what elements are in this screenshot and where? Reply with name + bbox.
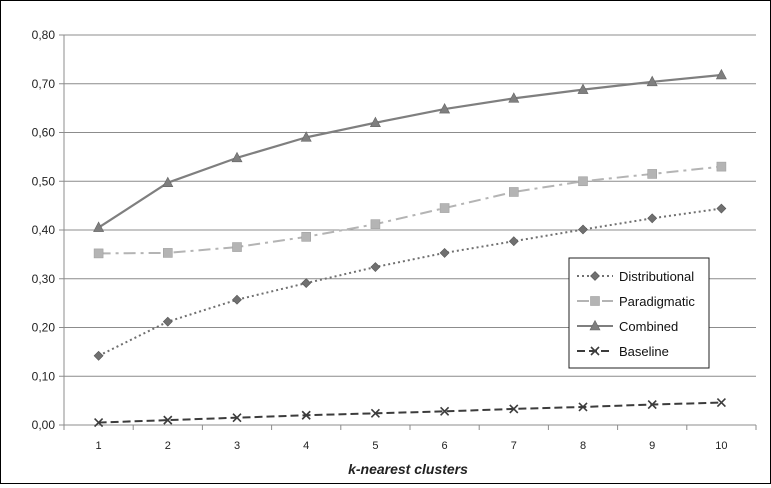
- legend: Distributional Paradigmatic Combined Baseli…: [568, 257, 710, 369]
- data-point-combined: [162, 176, 174, 188]
- marker-stroke: [590, 346, 600, 356]
- data-point-distributional: [716, 203, 727, 214]
- series-group: [93, 68, 727, 428]
- x-tick-label: 4: [303, 440, 309, 452]
- series-line-combined: [98, 73, 722, 229]
- marker-stroke: [578, 402, 588, 412]
- series-distributional: [93, 203, 727, 361]
- data-point-paradigmatic: [716, 161, 727, 172]
- marker-stroke: [647, 399, 657, 410]
- x-tick-label: 10: [715, 440, 727, 452]
- data-point-baseline: [578, 402, 588, 412]
- legend-label-combined: Combined: [619, 319, 678, 334]
- data-point-combined: [646, 75, 658, 87]
- data-point-baseline: [647, 399, 657, 410]
- x-tick-label: 7: [511, 440, 517, 452]
- legend-marker-combined: [589, 319, 601, 331]
- data-point-baseline: [509, 404, 519, 414]
- data-point-paradigmatic: [647, 169, 658, 179]
- data-point-baseline: [301, 410, 311, 420]
- series-line-baseline: [98, 401, 722, 424]
- data-point-paradigmatic: [163, 248, 173, 258]
- y-tick-label: 0,40: [32, 223, 56, 237]
- data-point-distributional: [370, 262, 381, 272]
- data-point-baseline: [370, 408, 380, 418]
- legend-marker-paradigmatic: [590, 296, 600, 306]
- data-point-paradigmatic: [508, 187, 519, 197]
- x-tick-label: 8: [580, 440, 586, 452]
- data-point-paradigmatic: [93, 248, 104, 259]
- x-tick-label: 5: [372, 440, 378, 452]
- x-tick-label: 2: [165, 440, 171, 452]
- x-axis: 1 2 3 4 5 6 7 8 9 10: [63, 424, 757, 452]
- x-tick-label: 3: [234, 440, 240, 452]
- marker-stroke: [163, 415, 173, 425]
- data-point-paradigmatic: [578, 176, 588, 187]
- data-point-distributional: [162, 316, 173, 327]
- data-point-combined: [715, 68, 727, 80]
- series-combined: [93, 68, 727, 232]
- gridlines: [64, 34, 756, 377]
- legend-label-distributional: Distributional: [619, 269, 694, 284]
- data-point-distributional: [508, 236, 519, 247]
- marker-stroke: [232, 413, 242, 423]
- data-point-distributional: [301, 278, 312, 289]
- marker-stroke: [509, 404, 519, 414]
- data-point-combined: [93, 221, 105, 232]
- x-tick-label: 9: [649, 440, 655, 452]
- data-point-distributional: [232, 294, 242, 305]
- y-tick-label: 0,20: [32, 321, 56, 335]
- marker-stroke: [301, 410, 311, 420]
- data-point-distributional: [578, 224, 588, 235]
- legend-label-paradigmatic: Paradigmatic: [619, 294, 695, 309]
- legend-item-paradigmatic: Paradigmatic: [577, 294, 695, 309]
- x-tick-label: 6: [442, 440, 448, 452]
- y-tick-label: 0,10: [32, 369, 56, 383]
- series-line-paradigmatic: [98, 165, 722, 255]
- data-point-combined: [577, 83, 589, 94]
- data-point-combined: [300, 131, 312, 142]
- legend-item-baseline: Baseline: [577, 344, 669, 359]
- data-point-baseline: [232, 413, 242, 423]
- data-point-paradigmatic: [370, 219, 381, 229]
- marker-stroke: [94, 417, 104, 428]
- data-point-combined: [369, 116, 381, 128]
- data-point-paradigmatic: [439, 203, 450, 213]
- legend-item-distributional: Distributional: [577, 269, 694, 284]
- y-axis: 0,00 0,10 0,20 0,30 0,40 0,50 0,60 0,70 0,80: [32, 28, 65, 432]
- y-tick-label: 0,80: [32, 28, 56, 42]
- legend-marker-distributional: [590, 271, 600, 281]
- data-point-combined: [231, 151, 243, 163]
- data-point-baseline: [163, 415, 173, 425]
- data-point-paradigmatic: [232, 242, 242, 252]
- y-tick-label: 0,70: [32, 77, 56, 91]
- y-tick-label: 0,30: [32, 272, 56, 286]
- marker-stroke: [370, 408, 380, 418]
- y-tick-label: 0,50: [32, 174, 56, 188]
- data-point-combined: [439, 102, 451, 114]
- data-point-distributional: [93, 350, 104, 361]
- marker-stroke: [440, 406, 450, 416]
- data-point-distributional: [439, 247, 450, 258]
- series-baseline: [94, 398, 726, 428]
- data-point-baseline: [440, 406, 450, 416]
- data-point-baseline: [716, 398, 726, 408]
- legend-marker-baseline: [590, 346, 600, 356]
- data-point-distributional: [647, 213, 658, 224]
- data-point-baseline: [94, 417, 104, 428]
- x-axis-title: k-nearest clusters: [348, 461, 468, 477]
- marker-stroke: [716, 398, 726, 408]
- data-point-paradigmatic: [301, 232, 312, 242]
- y-tick-label: 0,60: [32, 126, 56, 140]
- legend-label-baseline: Baseline: [619, 344, 669, 359]
- x-tick-label: 1: [96, 440, 102, 452]
- data-point-combined: [508, 92, 520, 103]
- legend-item-combined: Combined: [577, 319, 678, 334]
- series-paradigmatic: [93, 161, 727, 259]
- y-tick-label: 0,00: [32, 418, 56, 432]
